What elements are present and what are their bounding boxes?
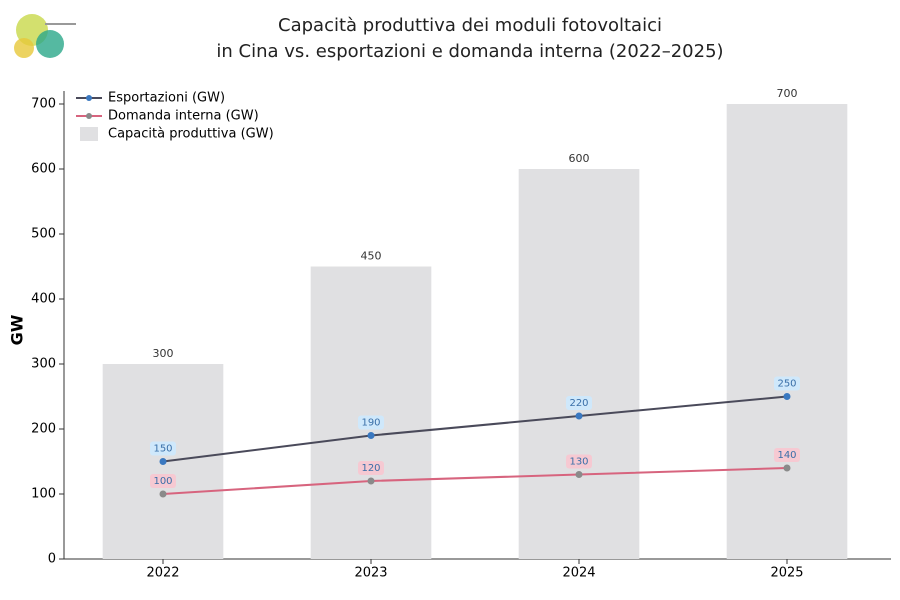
line-value-label: 130: [569, 457, 588, 468]
y-tick-label: 100: [31, 487, 56, 502]
value-label-bg: [358, 415, 384, 430]
line-value-label: 190: [361, 418, 380, 429]
bar-value-label: 600: [569, 152, 590, 165]
x-tick-label: 2024: [562, 566, 595, 581]
value-label-bg: [358, 461, 384, 475]
line-value-label: 120: [361, 463, 380, 474]
y-tick-label: 700: [31, 97, 56, 112]
x-tick-label: 2022: [146, 566, 179, 581]
legend-label: Esportazioni (GW): [108, 91, 225, 106]
chart-title: in Cina vs. esportazioni e domanda inter…: [216, 41, 723, 62]
line: [162, 395, 788, 463]
chart-title: Capacità produttiva dei moduli fotovolta…: [278, 15, 662, 36]
value-label-bg: [774, 376, 800, 391]
line-value-label: 150: [153, 444, 172, 455]
value-label-bg: [566, 396, 592, 410]
x-tick-label: 2023: [354, 566, 387, 581]
value-label-bg: [150, 474, 176, 488]
legend-marker: [86, 113, 92, 119]
line: [162, 467, 788, 495]
value-label-bg: [774, 448, 800, 462]
y-tick-label: 500: [31, 227, 56, 242]
value-label-bg: [150, 441, 176, 456]
marker: [159, 490, 167, 498]
marker: [367, 477, 375, 485]
y-tick-label: 300: [31, 357, 56, 372]
legend-label: Capacità produttiva (GW): [108, 127, 274, 142]
marker: [783, 393, 791, 400]
bar-value-label: 300: [153, 347, 174, 360]
marker: [159, 458, 167, 465]
y-tick-label: 600: [31, 162, 56, 177]
marker: [575, 471, 583, 478]
marker: [575, 412, 583, 420]
y-tick-label: 0: [48, 552, 56, 567]
line-value-label: 220: [569, 398, 588, 409]
y-axis-label: GW: [8, 314, 27, 345]
bar-value-label: 700: [777, 87, 798, 100]
legend-marker: [86, 95, 92, 101]
bar-value-label: 450: [361, 250, 382, 263]
legend-swatch: [80, 127, 98, 141]
y-tick-label: 200: [31, 422, 56, 437]
legend-label: Domanda interna (GW): [108, 109, 259, 124]
line-value-label: 250: [777, 379, 796, 390]
logo: [14, 14, 76, 58]
bar: [310, 266, 432, 559]
line-value-label: 140: [777, 450, 796, 461]
marker: [367, 432, 375, 439]
bar: [726, 104, 848, 559]
line-value-label: 100: [153, 476, 172, 487]
bar: [518, 169, 640, 559]
x-tick-label: 2025: [770, 566, 803, 581]
y-tick-label: 400: [31, 292, 56, 307]
marker: [783, 464, 791, 472]
value-label-bg: [566, 454, 592, 469]
